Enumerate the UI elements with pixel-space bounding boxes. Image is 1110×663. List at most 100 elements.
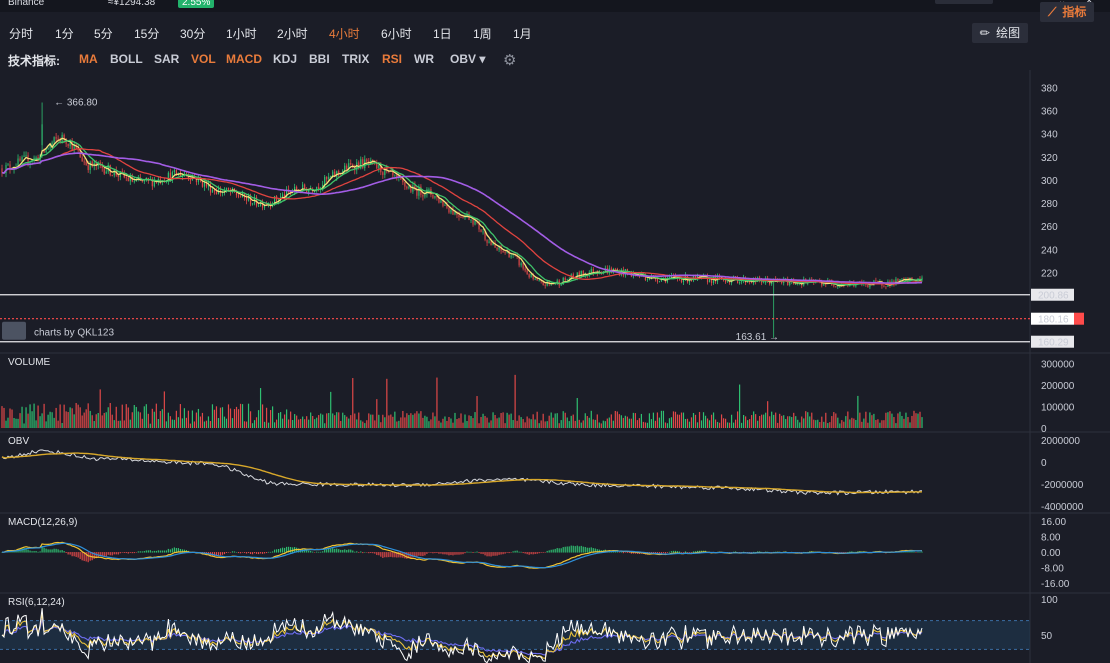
candle-body [710,278,713,283]
candle-body [484,231,486,240]
volume-bar [133,405,135,428]
volume-bar [19,413,21,428]
volume-bar [745,416,747,428]
macd-histogram-bar [227,552,230,553]
chart-area[interactable]: 200.86 180.16 160.29 380 360 340 320 300 280 260 2… [0,70,1110,663]
macd-title: MACD(12,26,9) [8,517,77,528]
indicator-bbi[interactable]: BBI [309,52,330,66]
period-tab[interactable]: 1日 [433,27,452,41]
candle-body [500,247,502,251]
period-tab[interactable]: 1周 [473,27,492,41]
volume-bar [540,420,542,428]
indicator-rsi[interactable]: RSI [382,52,403,66]
volume-bar [624,415,626,428]
indicator-boll[interactable]: BOLL [110,52,143,66]
period-tab[interactable]: 1分 [55,27,74,41]
indicator-sar[interactable]: SAR [154,52,180,66]
volume-bar [183,408,185,428]
volume-bar [508,414,510,428]
macd-histogram-bar [59,550,61,553]
volume-bar [801,416,803,428]
volume-bar [466,420,468,428]
period-tab[interactable]: 2小时 [277,27,308,41]
volume-bar [915,413,917,428]
macd-histogram-bar [564,546,566,553]
candle-body [444,204,446,206]
volume-bar [498,417,500,428]
macd-histogram-bar [105,552,107,557]
candle-body [261,202,264,208]
gear-icon[interactable]: ⚙ [503,52,517,69]
period-tab[interactable]: 15分 [134,27,160,41]
volume-bar [500,413,502,428]
volume-bar [255,417,258,428]
macd-histogram-bar [51,549,53,553]
candle-body [797,283,799,285]
volume-bar [783,415,785,428]
volume-bar [787,416,789,428]
indicator-obv[interactable]: OBV ▾ [450,52,486,66]
indicator-wr[interactable]: WR [414,52,434,66]
period-tab[interactable]: 5分 [94,27,113,41]
candle-body [328,176,330,180]
candle-body [678,278,681,280]
volume-bar [620,415,622,428]
candle-body [322,184,324,188]
volume-bar [344,415,346,428]
macd-histogram-bar [312,551,314,553]
volume-bar [899,411,901,428]
volume-bar [911,415,913,428]
period-tab[interactable]: 分时 [9,27,34,41]
volume-bar [93,421,95,428]
candle-body [915,281,917,282]
indicator-kdj[interactable]: KDJ [273,52,298,66]
volume-bar [271,406,274,428]
volume-bar [464,414,466,428]
candle-body [376,162,378,169]
candle-body [161,181,163,183]
candle-body [332,171,334,177]
macd-histogram-bar [15,550,17,553]
draw-button[interactable]: ✎ 绘图 [972,23,1029,43]
price-tag-label: 160.29 [1038,338,1069,349]
indicator-vol[interactable]: VOL [191,52,216,66]
candle-body [648,278,651,280]
macd-histogram-bar [843,552,845,553]
indicator-ma[interactable]: MA [79,52,98,66]
indicator-macd[interactable]: MACD [226,52,262,66]
candle-body [690,279,693,281]
macd-histogram-bar [660,552,663,554]
volume-bar [41,413,43,428]
candle-body [592,268,594,274]
candle-body [576,272,578,278]
indicator-button[interactable]: ⟋ 指标 [1040,2,1095,22]
volume-bar [823,421,825,428]
candle-body [726,281,729,283]
macd-histogram-bar [271,551,274,553]
period-tab[interactable]: 6小时 [381,27,412,41]
macd-histogram-bar [478,552,480,554]
period-tab[interactable]: 1月 [513,27,532,41]
indicator-trix[interactable]: TRIX [342,52,370,66]
candle-body [739,281,741,284]
period-tab[interactable]: 30分 [180,27,206,41]
volume-bar [696,422,699,428]
macd-histogram-bar [151,551,153,553]
volume-bar [534,419,536,428]
window-tab[interactable] [935,0,993,4]
volume-bar [320,413,322,428]
macd-histogram-bar [530,552,532,555]
volume-bar [456,419,458,428]
volume-bar [468,415,470,428]
volume-bar [189,423,192,428]
period-tab[interactable]: 1小时 [226,27,257,41]
macd-histogram-bar [143,551,145,553]
period-tab-active[interactable]: 4小时 [329,27,360,41]
volume-bar [259,388,262,428]
macd-histogram-bar [480,552,482,554]
volume-bar [857,395,859,428]
volume-bar [650,419,653,428]
macd-histogram-bar [554,548,556,553]
candle-body [548,281,550,284]
volume-bar [656,412,659,428]
